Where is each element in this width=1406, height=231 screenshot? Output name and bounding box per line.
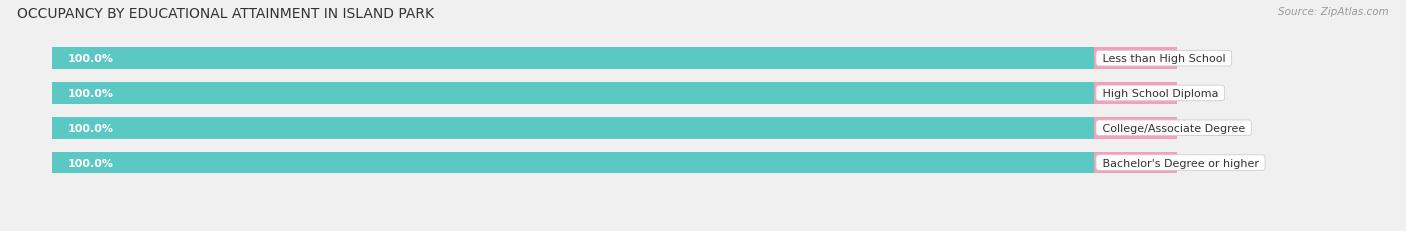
Text: 0.0%: 0.0%	[1192, 123, 1223, 133]
Text: 100.0%: 100.0%	[67, 158, 114, 168]
Text: 0.0%: 0.0%	[1192, 88, 1223, 99]
Bar	[1094, 152, 1177, 174]
Bar	[52, 83, 1094, 104]
Bar	[1094, 48, 1177, 70]
Text: 100.0%: 100.0%	[67, 54, 114, 64]
Bar	[52, 83, 1094, 104]
Bar	[52, 152, 1094, 174]
Text: 100.0%: 100.0%	[67, 88, 114, 99]
Text: Bachelor's Degree or higher: Bachelor's Degree or higher	[1098, 158, 1263, 168]
Text: 0.0%: 0.0%	[1192, 54, 1223, 64]
Bar	[52, 118, 1094, 139]
Text: 0.0%: 0.0%	[1192, 158, 1223, 168]
Bar	[52, 118, 1094, 139]
Bar	[52, 48, 1094, 70]
Bar	[1094, 118, 1177, 139]
Text: Less than High School: Less than High School	[1098, 54, 1229, 64]
Bar	[52, 48, 1094, 70]
Text: College/Associate Degree: College/Associate Degree	[1098, 123, 1249, 133]
Legend: Owner-occupied, Renter-occupied: Owner-occupied, Renter-occupied	[474, 228, 707, 231]
Text: Source: ZipAtlas.com: Source: ZipAtlas.com	[1278, 7, 1389, 17]
Text: 100.0%: 100.0%	[67, 123, 114, 133]
Bar	[1094, 83, 1177, 104]
Text: OCCUPANCY BY EDUCATIONAL ATTAINMENT IN ISLAND PARK: OCCUPANCY BY EDUCATIONAL ATTAINMENT IN I…	[17, 7, 434, 21]
Bar	[52, 152, 1094, 174]
Text: High School Diploma: High School Diploma	[1098, 88, 1222, 99]
